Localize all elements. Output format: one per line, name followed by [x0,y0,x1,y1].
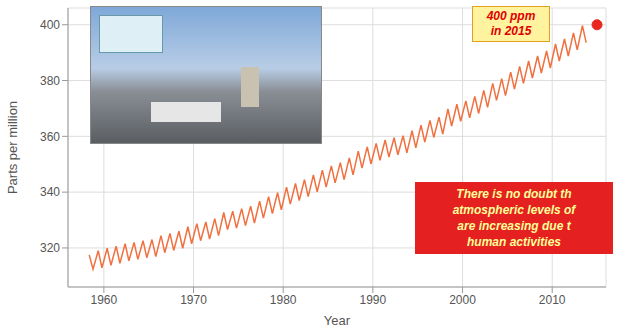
svg-text:1980: 1980 [270,293,297,307]
svg-text:1990: 1990 [360,293,387,307]
svg-text:Parts per million: Parts per million [5,101,20,194]
svg-text:400: 400 [40,18,60,32]
svg-text:2010: 2010 [539,293,566,307]
html-text:in 2015: in 2015 [490,24,532,38]
svg-text:2000: 2000 [449,293,476,307]
html-text:There is no doubt th: There is no doubt th [456,187,572,201]
html-text:atmospheric levels of: atmospheric levels of [452,203,576,217]
svg-text:380: 380 [40,74,60,88]
svg-text:1960: 1960 [91,293,118,307]
svg-text:Year: Year [324,313,351,328]
html-text:human activities: human activities [467,235,561,249]
svg-text:340: 340 [40,185,60,199]
svg-text:360: 360 [40,130,60,144]
html-text:400 ppm: 400 ppm [486,9,536,23]
html-text:are increasing due t: are increasing due t [457,219,571,233]
svg-text:320: 320 [40,241,60,255]
svg-text:1970: 1970 [180,293,207,307]
